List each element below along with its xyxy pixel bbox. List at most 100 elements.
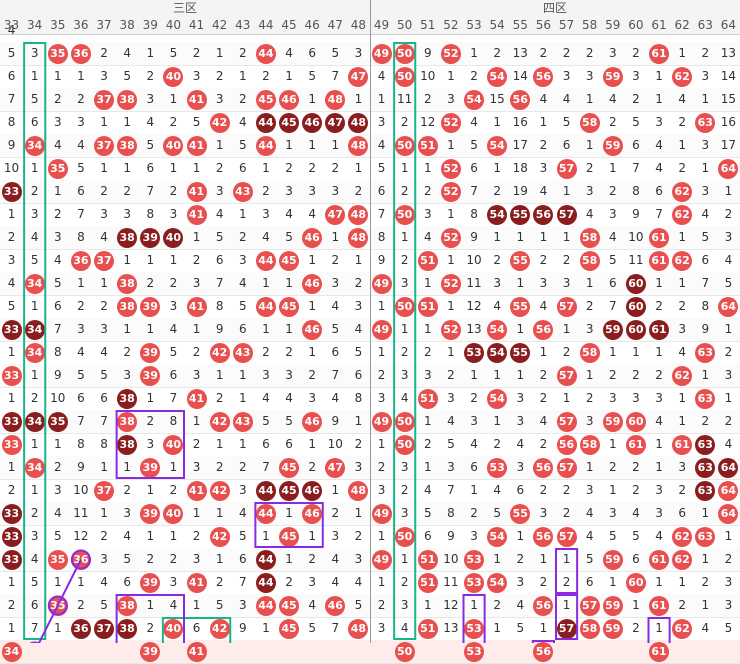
table-cell: 52 xyxy=(439,318,462,341)
table-cell: 2 xyxy=(678,483,686,497)
column-header: 48 xyxy=(346,16,370,35)
table-cell: 57 xyxy=(555,364,578,387)
drawn-number-ball: 40 xyxy=(163,135,184,156)
table-cell: 7 xyxy=(100,414,108,428)
table-cell: 2 xyxy=(215,575,224,589)
table-cell: 7 xyxy=(377,207,386,221)
table-cell: 4 xyxy=(585,506,594,520)
table-cell: 8 xyxy=(215,299,224,313)
table-cell: 6 xyxy=(100,391,108,405)
table-cell: 1 xyxy=(655,437,663,451)
table-cell: 3 xyxy=(377,621,386,635)
table-cell: 47 xyxy=(324,203,347,226)
table-cell xyxy=(139,19,162,42)
table-cell: 1 xyxy=(262,621,270,635)
table-cell: 4 xyxy=(539,299,548,313)
table-cell: 2 xyxy=(701,46,710,60)
table-cell: 4 xyxy=(238,506,247,520)
table-cell: 1 xyxy=(678,575,686,589)
table-cell: 62 xyxy=(671,203,694,226)
table-cell: 47 xyxy=(324,456,347,479)
drawn-number-ball: 45 xyxy=(279,457,300,478)
table-cell: 55 xyxy=(509,502,532,525)
table-cell: 3 xyxy=(308,184,316,198)
table-cell: 1 xyxy=(678,46,686,60)
drawn-number-ball: 63 xyxy=(695,434,716,455)
table-cell: 3 xyxy=(100,207,108,221)
table-cell: 57 xyxy=(578,594,601,617)
column-header: 59 xyxy=(601,16,625,35)
drawn-number-ball: 55 xyxy=(510,342,531,363)
table-cell: 4 xyxy=(146,115,155,129)
drawn-number-ball: 63 xyxy=(695,112,716,133)
table-cell: 5 xyxy=(100,368,108,382)
table-cell: 1 xyxy=(308,529,316,543)
table-cell: 2 xyxy=(724,552,733,566)
table-cell xyxy=(578,19,601,42)
drawn-number-ball: 33 xyxy=(1,365,22,386)
table-cell: 4 xyxy=(30,230,39,244)
table-cell: 12 xyxy=(466,299,482,313)
column-header: 50 xyxy=(393,16,417,35)
table-cell: 61 xyxy=(648,249,671,272)
table-cell: 6 xyxy=(585,575,594,589)
table-cell: 2 xyxy=(262,184,270,198)
drawn-number-ball: 38 xyxy=(117,89,138,110)
table-cell: 39 xyxy=(139,571,162,594)
table-cell: 2 xyxy=(678,115,686,129)
table-cell: 1 xyxy=(377,437,386,451)
table-cell: 1 xyxy=(377,92,386,106)
drawn-number-ball: 56 xyxy=(533,66,554,87)
table-cell: 4 xyxy=(539,92,548,106)
table-cell: 6 xyxy=(470,460,478,474)
table-cell: 2 xyxy=(493,46,501,60)
drawn-number-ball: 41 xyxy=(186,89,207,110)
drawn-number-ball: 58 xyxy=(579,342,600,363)
table-cell: 2 xyxy=(724,345,733,359)
table-cell: 2 xyxy=(585,46,594,60)
table-cell: 2 xyxy=(7,483,16,497)
table-cell: 4 xyxy=(100,575,108,589)
table-cell: 38 xyxy=(116,226,139,249)
table-cell: 1 xyxy=(701,161,710,175)
table-cell: 17 xyxy=(720,138,737,152)
table-cell: 47 xyxy=(347,65,370,88)
drawn-number-ball: 42 xyxy=(209,526,230,547)
table-cell: 1 xyxy=(562,391,571,405)
table-cell: 9 xyxy=(238,621,247,635)
column-header: 53 xyxy=(462,16,486,35)
table-cell: 1 xyxy=(632,598,640,612)
table-cell: 2 xyxy=(7,230,16,244)
table-cell: 3 xyxy=(724,368,733,382)
table-cell: 7 xyxy=(7,92,16,106)
table-cell xyxy=(162,640,185,663)
table-cell: 49 xyxy=(370,42,393,65)
table-cell: 33 xyxy=(0,502,23,525)
table-cell: 1 xyxy=(331,483,340,497)
drawn-number-ball: 33 xyxy=(1,434,22,455)
table-cell: 5 xyxy=(562,115,571,129)
drawn-number-ball: 63 xyxy=(695,342,716,363)
table-cell: 2 xyxy=(539,437,548,451)
table-cell xyxy=(694,640,717,663)
table-cell: 3 xyxy=(100,322,108,336)
column-header: 60 xyxy=(624,16,648,35)
table-cell: 4 xyxy=(354,322,363,336)
table-cell: 45 xyxy=(278,617,301,640)
drawn-number-ball: 46 xyxy=(279,89,300,110)
table-cell: 1 xyxy=(516,529,525,543)
table-cell: 5 xyxy=(262,414,270,428)
table-cell: 6 xyxy=(238,161,247,175)
table-cell: 34 xyxy=(23,341,46,364)
drawn-number-ball: 37 xyxy=(94,480,115,501)
drawn-number-ball: 62 xyxy=(672,365,693,386)
table-cell: 55 xyxy=(509,249,532,272)
table-cell: 1 xyxy=(238,437,247,451)
drawn-number-ball: 33 xyxy=(1,181,22,202)
table-cell: 1 xyxy=(400,552,409,566)
table-cell: 7 xyxy=(77,207,85,221)
table-cell: 1 xyxy=(423,161,432,175)
drawn-number-ball: 56 xyxy=(556,434,577,455)
table-cell xyxy=(69,19,92,42)
drawn-number-ball: 61 xyxy=(649,595,670,616)
